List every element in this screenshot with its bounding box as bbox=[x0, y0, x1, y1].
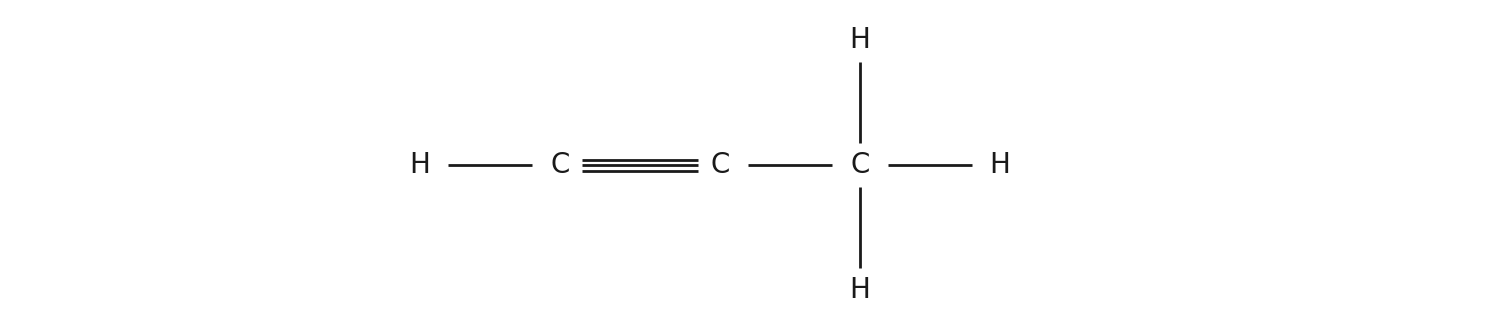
Text: H: H bbox=[990, 151, 1011, 179]
Text: C: C bbox=[550, 151, 570, 179]
Text: H: H bbox=[849, 26, 870, 54]
Text: C: C bbox=[850, 151, 870, 179]
Text: H: H bbox=[410, 151, 430, 179]
Text: C: C bbox=[711, 151, 729, 179]
Text: H: H bbox=[849, 276, 870, 304]
